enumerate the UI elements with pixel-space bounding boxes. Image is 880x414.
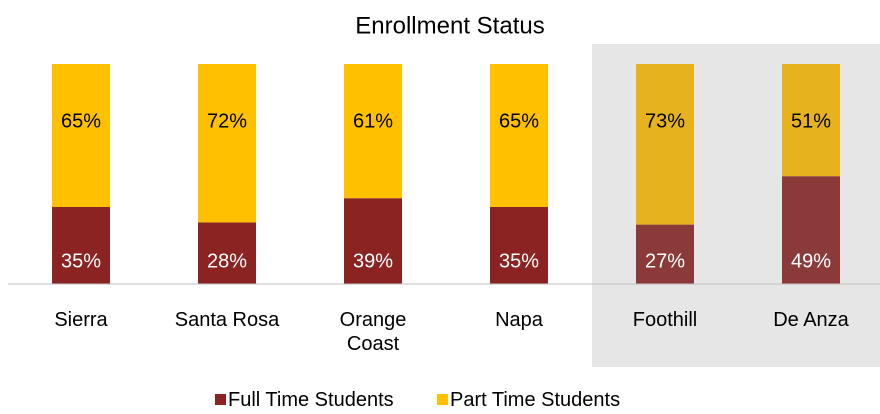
bar-segment xyxy=(636,224,694,284)
data-label: 35% xyxy=(61,250,101,272)
data-label: 51% xyxy=(791,110,831,132)
data-label: 72% xyxy=(207,110,247,132)
x-tick-label: Sierra xyxy=(54,309,108,331)
data-label: 65% xyxy=(61,110,101,132)
legend-swatch xyxy=(437,394,448,405)
legend-swatch xyxy=(215,394,226,405)
data-label: 49% xyxy=(791,250,831,272)
data-label: 39% xyxy=(353,250,393,272)
x-tick-label: Napa xyxy=(495,309,543,331)
bar-segment xyxy=(490,64,548,207)
bar-segment xyxy=(490,207,548,284)
x-tick-label: De Anza xyxy=(773,309,849,331)
legend-label: Full Time Students xyxy=(228,389,394,411)
x-tick-label: Foothill xyxy=(632,309,698,331)
data-label: 27% xyxy=(645,250,685,272)
bar-segment xyxy=(344,198,402,284)
data-label: 73% xyxy=(645,110,685,132)
bar-segment xyxy=(198,222,256,284)
data-label: 61% xyxy=(353,110,393,132)
chart-title: Enrollment Status xyxy=(355,12,544,39)
bar-segment xyxy=(52,64,110,207)
data-label: 65% xyxy=(499,110,539,132)
bar-segment xyxy=(782,176,840,284)
bar-segment xyxy=(52,207,110,284)
data-label: 35% xyxy=(499,250,539,272)
bar-segment xyxy=(344,64,402,199)
bar-segment xyxy=(198,64,256,223)
x-tick-label: Santa Rosa xyxy=(174,309,280,331)
x-tick-label: Orange Coast xyxy=(339,309,407,355)
legend-label: Part Time Students xyxy=(450,389,621,411)
bar-segment xyxy=(782,64,840,177)
bar-segment xyxy=(636,64,694,225)
data-label: 28% xyxy=(207,250,247,272)
